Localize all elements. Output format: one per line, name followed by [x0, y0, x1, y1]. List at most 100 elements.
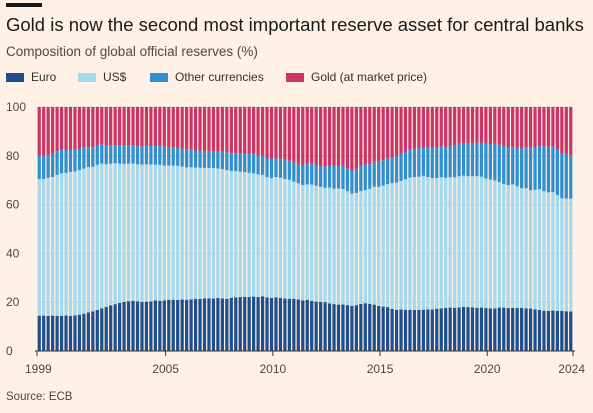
bar-gold	[216, 107, 220, 152]
bar-usd	[180, 166, 184, 300]
bar-usd	[247, 172, 251, 297]
bar-other-currencies	[260, 155, 265, 175]
bar-usd	[336, 188, 341, 305]
bar-usd	[274, 177, 278, 298]
bar-euro	[372, 304, 376, 351]
bar-other-currencies	[153, 146, 157, 165]
bar-usd	[417, 176, 421, 310]
bar-other-currencies	[506, 147, 510, 186]
bar-other-currencies	[470, 143, 475, 177]
bar-usd	[149, 164, 153, 302]
bar-other-currencies	[372, 161, 376, 187]
bar-gold	[399, 107, 403, 154]
bar-gold	[479, 107, 484, 143]
bar-usd	[64, 172, 68, 316]
bar-gold	[46, 107, 50, 156]
bar-other-currencies	[193, 150, 198, 168]
bar-other-currencies	[225, 151, 229, 170]
bar-euro	[185, 299, 189, 351]
bar-gold	[439, 107, 443, 147]
bar-euro	[314, 301, 318, 351]
bar-gold	[377, 107, 381, 162]
bar-usd	[403, 179, 408, 310]
bar-euro	[296, 299, 300, 351]
bar-other-currencies	[77, 148, 82, 171]
bar-gold	[310, 107, 314, 164]
bar-usd	[381, 185, 385, 307]
bar-usd	[564, 198, 568, 312]
bar-usd	[171, 165, 175, 300]
bar-euro	[520, 307, 524, 351]
bar-other-currencies	[59, 149, 64, 174]
bar-gold	[256, 107, 260, 156]
bar-other-currencies	[131, 145, 135, 164]
bar-other-currencies	[68, 149, 73, 172]
bar-gold	[59, 107, 64, 150]
bar-gold	[260, 107, 265, 156]
bar-other-currencies	[113, 145, 117, 164]
bar-usd	[497, 182, 501, 308]
bar-gold	[211, 107, 216, 151]
bar-gold	[528, 107, 533, 148]
bar-euro	[435, 308, 439, 351]
bar-euro	[341, 304, 345, 351]
bar-usd	[51, 177, 55, 316]
x-tick-label: 2005	[152, 362, 179, 376]
bar-usd	[113, 163, 117, 305]
bar-euro	[408, 309, 412, 351]
bar-other-currencies	[386, 158, 390, 185]
bar-gold	[296, 107, 300, 164]
bar-other-currencies	[341, 165, 345, 189]
bar-usd	[426, 177, 430, 310]
bar-gold	[484, 107, 488, 144]
bar-usd	[287, 179, 291, 299]
bar-other-currencies	[296, 163, 300, 184]
bar-usd	[461, 175, 466, 307]
bar-usd	[283, 178, 287, 299]
bar-usd	[390, 183, 394, 309]
bar-usd	[296, 183, 300, 300]
bar-euro	[511, 307, 515, 351]
bar-gold	[457, 107, 461, 144]
bar-euro	[238, 297, 242, 351]
bar-gold	[564, 107, 568, 155]
bar-usd	[91, 166, 95, 312]
bar-other-currencies	[461, 142, 466, 176]
bar-euro	[537, 310, 542, 351]
bar-gold	[417, 107, 421, 149]
bar-euro	[55, 315, 59, 351]
bar-euro	[323, 302, 327, 351]
bar-gold	[220, 107, 224, 152]
bar-euro	[515, 308, 519, 351]
bar-euro	[176, 300, 180, 351]
bar-gold	[73, 107, 77, 149]
bar-euro	[122, 301, 126, 351]
bar-euro	[475, 307, 479, 351]
bar-other-currencies	[202, 151, 207, 168]
bar-other-currencies	[551, 146, 555, 193]
bar-other-currencies	[408, 149, 412, 178]
bar-other-currencies	[144, 145, 149, 165]
bar-gold	[412, 107, 417, 149]
bar-gold	[524, 107, 528, 148]
bar-euro	[377, 305, 381, 351]
bar-other-currencies	[283, 159, 287, 179]
bar-usd	[435, 178, 439, 309]
bar-other-currencies	[421, 147, 425, 176]
bar-usd	[354, 192, 358, 306]
bar-usd	[408, 177, 412, 310]
bar-gold	[372, 107, 376, 162]
bar-gold	[252, 107, 256, 155]
bar-usd	[448, 177, 452, 308]
bar-usd	[520, 188, 524, 308]
bar-other-currencies	[479, 142, 484, 177]
bar-other-currencies	[345, 168, 350, 192]
bar-gold	[493, 107, 497, 144]
bar-other-currencies	[394, 155, 399, 183]
bar-gold	[511, 107, 515, 147]
bar-gold	[497, 107, 501, 145]
bar-euro	[555, 310, 559, 351]
bar-euro	[73, 315, 77, 351]
bar-other-currencies	[100, 144, 104, 164]
